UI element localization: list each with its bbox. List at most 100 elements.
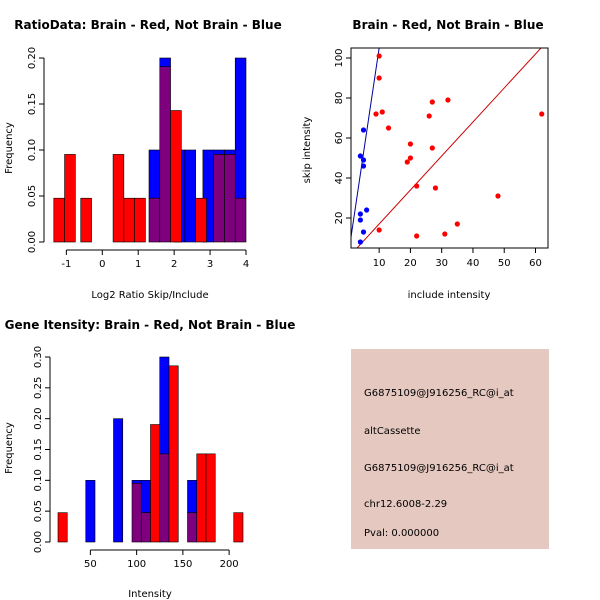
probe-id-secondary-text: G6875109@J916256_RC@i_at [364,463,514,474]
brain-point [407,155,414,161]
x-tick-label: 150 [173,559,192,570]
brain-bar [205,453,216,543]
brain-bar [170,110,182,243]
brain-point [429,99,435,105]
y-tick-label: 0.05 [27,185,38,207]
not-brain-bar [213,149,225,155]
brain-point [404,159,410,165]
brain-point [414,183,420,189]
not-brain-point [360,163,367,169]
panel-ratio-bars [53,57,247,243]
y-tick-label: 40 [334,172,345,185]
gene-intensity-y-label: Frequency [4,422,15,474]
x-tick-label: 2 [171,259,177,270]
brain-point [407,141,414,147]
x-tick-label: 100 [127,559,146,570]
brain-point [429,145,435,151]
brain-bar [150,424,161,543]
x-tick-label: 200 [220,559,239,570]
event-type-text: altCassette [364,426,421,437]
not-brain-point [357,217,363,223]
x-tick-label: 50 [498,258,511,269]
brain-point [445,97,451,103]
overlap-bar [140,512,151,543]
x-tick-label: 3 [207,259,213,270]
not-brain-bar [159,57,171,68]
gene-intensity-histogram-panel: Gene Itensity: Brain - Red, Not Brain - … [4,318,295,600]
not-brain-fit-line [351,48,380,238]
gene-intensity-title: Gene Itensity: Brain - Red, Not Brain - … [5,318,296,332]
y-tick-label: 0.15 [27,93,38,115]
x-tick-label: 30 [435,258,448,269]
brain-bar [80,197,92,243]
brain-point [373,111,379,117]
brain-point [376,227,382,233]
brain-point [442,231,448,237]
y-tick-label: 0.05 [33,500,44,522]
x-tick-label: 4 [243,259,249,270]
x-tick-label: 50 [84,559,97,570]
brain-point [539,111,545,117]
pval-text: Pval: 0.000000 [364,528,439,539]
brain-point [379,109,385,115]
brain-point [414,233,420,239]
x-tick-label: -1 [61,259,71,270]
brain-bar [112,154,125,243]
not-brain-bar [184,149,197,243]
brain-bar [53,197,65,243]
y-tick-label: 0.10 [33,469,44,491]
overlap-bar [213,154,225,243]
brain-bar [233,512,244,543]
y-tick-label: 80 [334,92,345,105]
not-brain-bar [148,149,161,199]
y-tick-label: 60 [334,132,345,145]
scatter-title: Brain - Red, Not Brain - Blue [352,18,543,32]
y-tick-label: 0.20 [27,47,38,69]
ratio-histogram-title: RatioData: Brain - Red, Not Brain - Blue [14,18,281,32]
brain-bar [57,512,68,543]
not-brain-bar [224,149,236,155]
panel-intensity-bars [57,356,244,543]
brain-bar [196,453,207,543]
y-tick-label: 100 [334,48,345,67]
brain-point [454,221,460,227]
not-brain-point [357,153,363,159]
overlap-bar [234,197,247,243]
x-tick-label: 10 [373,258,386,269]
brain-point [376,75,382,81]
scatter-y-label: skip intensity [302,117,313,184]
overlap-bar [159,66,171,243]
scatter-frame [350,47,549,249]
brain-bar [168,365,179,543]
not-brain-bar [140,480,151,513]
location-text: chr12.6008-2.29 [364,499,447,510]
brain-bar [195,197,207,243]
y-tick-label: 0.15 [33,438,44,460]
x-tick-label: 0 [99,259,105,270]
x-tick-label: 60 [529,258,542,269]
brain-bar [134,197,146,243]
y-tick-label: 0.20 [33,408,44,430]
not-brain-bar [234,57,247,199]
ratio-histogram-y-label: Frequency [4,122,15,174]
probe-id-text: G6875109@J916256_RC@i_at [364,388,514,399]
info-panel: G6875109@J916256_RC@i_at altCassette G68… [351,349,549,549]
ratio-histogram-x-label: Log2 Ratio Skip/Include [91,290,208,301]
x-tick-label: 20 [404,258,417,269]
brain-bar [123,197,135,243]
not-brain-point [360,157,367,163]
brain-point [432,185,439,191]
not-brain-bar [187,480,198,513]
y-tick-label: 20 [334,212,345,225]
not-brain-point [357,211,363,217]
brain-point [495,193,501,199]
brain-bar [64,154,76,243]
overlap-bar [131,482,142,543]
not-brain-bar [159,356,170,455]
intensity-scatter-panel: Brain - Red, Not Brain - Blue include in… [302,18,549,301]
y-tick-label: 0.10 [27,139,38,161]
gene-intensity-x-label: Intensity [128,589,172,600]
overlap-bar [224,154,236,243]
not-brain-point [360,127,367,133]
